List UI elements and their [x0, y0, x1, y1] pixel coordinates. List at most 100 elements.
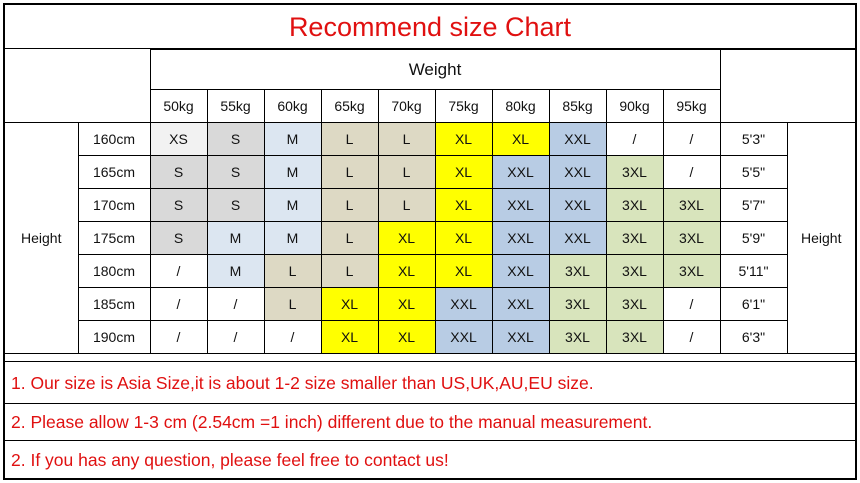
note-3: 2. If you has any question, please feel …: [5, 440, 855, 478]
size-cell: XXL: [491, 221, 550, 255]
table-row: 185cm / / L XL XL XXL XXL 3XL 3XL/6'1": [5, 287, 855, 321]
height-cm-cell: 170cm: [77, 188, 151, 222]
size-cell: L: [263, 254, 322, 288]
size-cell: XL: [491, 122, 550, 156]
weight-column-header: 75kg: [434, 89, 493, 123]
size-cell: S: [206, 122, 265, 156]
size-cell: XXL: [491, 188, 550, 222]
size-cell: XXL: [548, 188, 607, 222]
size-cell: XXL: [548, 221, 607, 255]
height-ft-cell: 6'1": [719, 287, 788, 321]
table-row: Height 160cm XS S M L L XL XL XXL //5'3" Height: [5, 122, 855, 354]
size-cell: M: [206, 254, 265, 288]
size-table: Weight 50kg 55kg 60kg 65kg 70kg 75kg 80kg 85kg 9…: [5, 49, 855, 354]
size-cell: L: [377, 188, 436, 222]
size-cell: XXL: [491, 320, 550, 354]
size-cell: 3XL: [605, 287, 664, 321]
size-cell: XL: [377, 320, 436, 354]
size-cell: 3XL: [662, 254, 721, 288]
size-cell: M: [263, 221, 322, 255]
size-cell: /: [263, 320, 322, 354]
size-cell: XL: [377, 254, 436, 288]
size-cell: /: [149, 287, 208, 321]
size-cell: /: [662, 320, 721, 354]
size-cell: XL: [434, 122, 493, 156]
height-ft-cell: 5'3": [719, 122, 788, 156]
size-cell: L: [377, 155, 436, 189]
height-ft-cell: 5'7": [719, 188, 788, 222]
height-ft-cell: 6'3": [719, 320, 788, 354]
size-cell: XL: [320, 287, 379, 321]
weight-column-header: 70kg: [377, 89, 436, 123]
size-cell: XS: [149, 122, 208, 156]
height-ft-cell: 5'9": [719, 221, 788, 255]
size-cell: /: [149, 320, 208, 354]
size-cell: L: [320, 122, 379, 156]
height-label-right: Height: [786, 122, 855, 354]
size-cell: 3XL: [605, 221, 664, 255]
size-cell: XL: [377, 287, 436, 321]
size-cell: XL: [434, 155, 493, 189]
size-cell: XL: [434, 254, 493, 288]
size-cell: 3XL: [548, 254, 607, 288]
size-cell: 3XL: [605, 188, 664, 222]
corner-cell: [5, 49, 151, 123]
size-cell: S: [149, 188, 208, 222]
size-cell: L: [377, 122, 436, 156]
weight-header: Weight: [149, 49, 721, 90]
note-2: 2. Please allow 1-3 cm (2.54cm =1 inch) …: [5, 403, 855, 440]
table-row: 175cm S M M L XL XL XXL XXL 3XL 3XL 5'9": [5, 221, 855, 255]
size-cell: XL: [320, 320, 379, 354]
size-cell: 3XL: [605, 254, 664, 288]
size-cell: 3XL: [662, 221, 721, 255]
height-cm-cell: 190cm: [77, 320, 151, 354]
table-row: 180cm / M L L XL XL XXL 3XL 3XL 3XL 5'11": [5, 254, 855, 288]
height-ft-cell: 5'5": [719, 155, 788, 189]
table-row: 170cm S S M L L XL XXL XXL 3XL 3XL 5'7": [5, 188, 855, 222]
size-cell: /: [149, 254, 208, 288]
size-cell: XL: [434, 221, 493, 255]
size-cell: M: [206, 221, 265, 255]
size-cell: S: [206, 188, 265, 222]
height-cm-cell: 175cm: [77, 221, 151, 255]
corner-cell-right: [719, 49, 855, 123]
size-cell: S: [149, 155, 208, 189]
height-cm-cell: 185cm: [77, 287, 151, 321]
weight-column-header: 55kg: [206, 89, 265, 123]
size-cell: S: [149, 221, 208, 255]
size-cell: L: [320, 188, 379, 222]
height-cm-cell: 160cm: [77, 122, 151, 156]
size-cell: M: [263, 188, 322, 222]
size-cell: XL: [377, 221, 436, 255]
size-cell: /: [206, 320, 265, 354]
size-cell: M: [263, 122, 322, 156]
note-1: 1. Our size is Asia Size,it is about 1-2…: [5, 361, 855, 403]
size-cell: XXL: [548, 122, 607, 156]
size-cell: XXL: [434, 287, 493, 321]
size-cell: 3XL: [548, 320, 607, 354]
weight-column-header: 60kg: [263, 89, 322, 123]
height-ft-cell: 5'11": [719, 254, 788, 288]
size-cell: /: [662, 122, 721, 156]
weight-column-header: 50kg: [149, 89, 208, 123]
weight-column-header: 65kg: [320, 89, 379, 123]
size-cell: 3XL: [605, 320, 664, 354]
size-cell: L: [263, 287, 322, 321]
size-cell: L: [320, 254, 379, 288]
table-row: 190cm / / / XL XL XXL XXL 3XL 3XL/6'3": [5, 320, 855, 354]
chart-title: Recommend size Chart: [5, 5, 855, 49]
size-cell: 3XL: [662, 188, 721, 222]
height-cm-cell: 165cm: [77, 155, 151, 189]
size-cell: S: [206, 155, 265, 189]
size-cell: L: [320, 155, 379, 189]
height-cm-cell: 180cm: [77, 254, 151, 288]
size-cell: XXL: [491, 287, 550, 321]
size-cell: /: [662, 287, 721, 321]
size-cell: XXL: [491, 155, 550, 189]
weight-column-header: 80kg: [491, 89, 550, 123]
size-cell: /: [206, 287, 265, 321]
size-cell: L: [320, 221, 379, 255]
size-cell: XXL: [548, 155, 607, 189]
size-cell: /: [605, 122, 664, 156]
size-cell: 3XL: [605, 155, 664, 189]
